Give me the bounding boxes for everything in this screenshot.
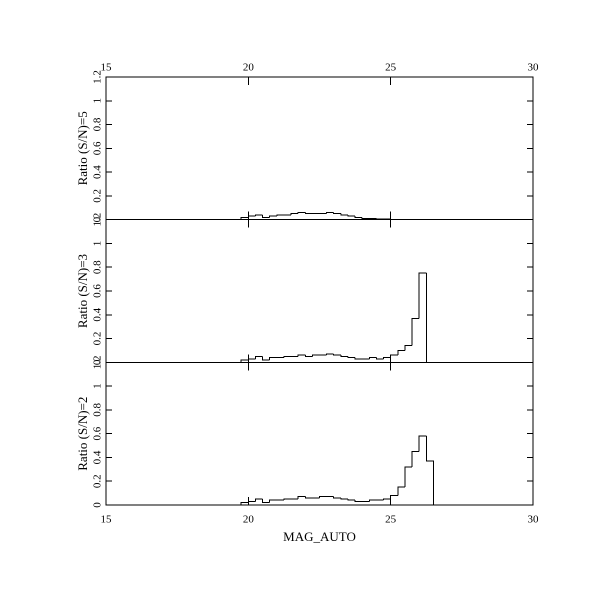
histogram-bin [340,497,348,500]
histogram-bin [297,496,306,500]
histogram-bin [390,354,398,358]
x-tick-label: 30 [528,514,540,526]
histogram-bin [368,499,377,502]
histogram-bin [240,359,249,363]
y-tick-label: 1 [92,98,104,104]
histogram-bin [240,502,249,505]
y-tick-label: 0.2 [92,189,104,203]
y-tick-label: 0.2 [92,474,104,488]
histogram-bin [247,500,256,503]
histogram-bin [347,356,356,359]
histogram-bin [262,214,270,218]
histogram-bin [347,499,356,501]
x-tick-label: 15 [101,62,113,74]
x-tick-label: 15 [101,514,113,526]
histogram-bin [304,212,313,215]
histogram-bin [425,273,434,363]
histogram-bin [333,496,341,499]
histogram-bin [269,499,277,503]
y-tick-label: 1 [92,383,104,389]
y-tick-label: 0 [92,216,104,222]
x-tick-label: 20 [243,62,255,74]
y-tick-label: 0.4 [92,307,104,321]
y-tick-label: 0.6 [92,426,104,440]
histogram-bin [326,212,334,214]
x-tick-label: 25 [385,62,397,74]
histogram-bin [418,272,427,319]
y-axis-label: Ratio (S/N)=2 [75,397,90,471]
y-tick-label: 0.8 [92,117,104,131]
histogram-bin [375,218,384,220]
y-tick-label: 0.4 [92,450,104,464]
plot-frame [105,361,534,506]
histogram-bin [411,451,420,467]
histogram-bin [354,216,363,218]
y-axis-label: Ratio (S/N)=3 [75,254,90,328]
histogram-bin [262,499,270,504]
histogram-bin [411,317,420,346]
histogram-bin [297,354,306,357]
histogram-bin [283,355,292,358]
histogram-bin [333,354,341,356]
histogram-bin [247,215,256,218]
histogram-bin [269,357,277,360]
histogram-bin [361,217,370,219]
histogram-bin [340,213,348,216]
y-tick-label: 0.2 [92,332,104,346]
y-tick-label: 1.2 [92,355,104,369]
histogram-bin [418,435,427,452]
histogram-bin [319,496,327,498]
y-tick-label: 1 [92,241,104,247]
histogram-bin [262,356,270,361]
y-tick-label: 0.8 [92,260,104,274]
histogram-bin [333,212,341,215]
histogram-bin [397,486,405,496]
histogram-bin [254,498,263,502]
y-tick-label: 0.6 [92,141,104,155]
histogram-bin [390,494,398,500]
plot-frame [105,219,534,363]
histogram-bin [347,214,356,217]
histogram-bin [383,498,391,501]
y-tick-label: 0.8 [92,403,104,417]
histogram-bin [240,216,249,220]
histogram-bin [304,496,313,499]
histogram-bin [254,355,263,359]
histogram-bin [254,214,263,217]
histogram-bin [383,357,391,359]
histogram-bin [354,357,363,360]
y-tick-label: 0 [92,502,104,508]
histogram-bin [375,357,384,360]
histogram-bin [340,355,348,357]
histogram-bin [425,436,434,505]
histogram-bin [269,215,277,218]
x-tick-label: 25 [385,514,397,526]
histogram-bin [404,345,413,351]
x-tick-label: 20 [243,514,255,526]
y-tick-label: 1.2 [92,213,104,227]
x-axis-label: MAG_AUTO [283,529,356,544]
plot-frame [105,76,534,221]
y-axis-label: Ratio (S/N)=5 [75,111,90,185]
histogram-bin [247,358,256,360]
histogram-bin [297,212,306,214]
x-tick-label: 30 [528,62,540,74]
y-tick-label: 0.6 [92,284,104,298]
y-tick-label: 0.4 [92,165,104,179]
histogram-bin [276,214,284,217]
histogram-bin [404,466,413,488]
histogram-bin [368,357,377,359]
histogram-bin [326,353,334,356]
histogram-bin [283,498,292,501]
y-tick-label: 1.2 [92,70,104,84]
histogram-bin [311,354,320,357]
y-tick-label: 0 [92,359,104,365]
histogram-bin [354,500,363,502]
histogram-bin [304,355,313,357]
histogram-bin [290,213,299,215]
histogram-bin [397,349,405,356]
